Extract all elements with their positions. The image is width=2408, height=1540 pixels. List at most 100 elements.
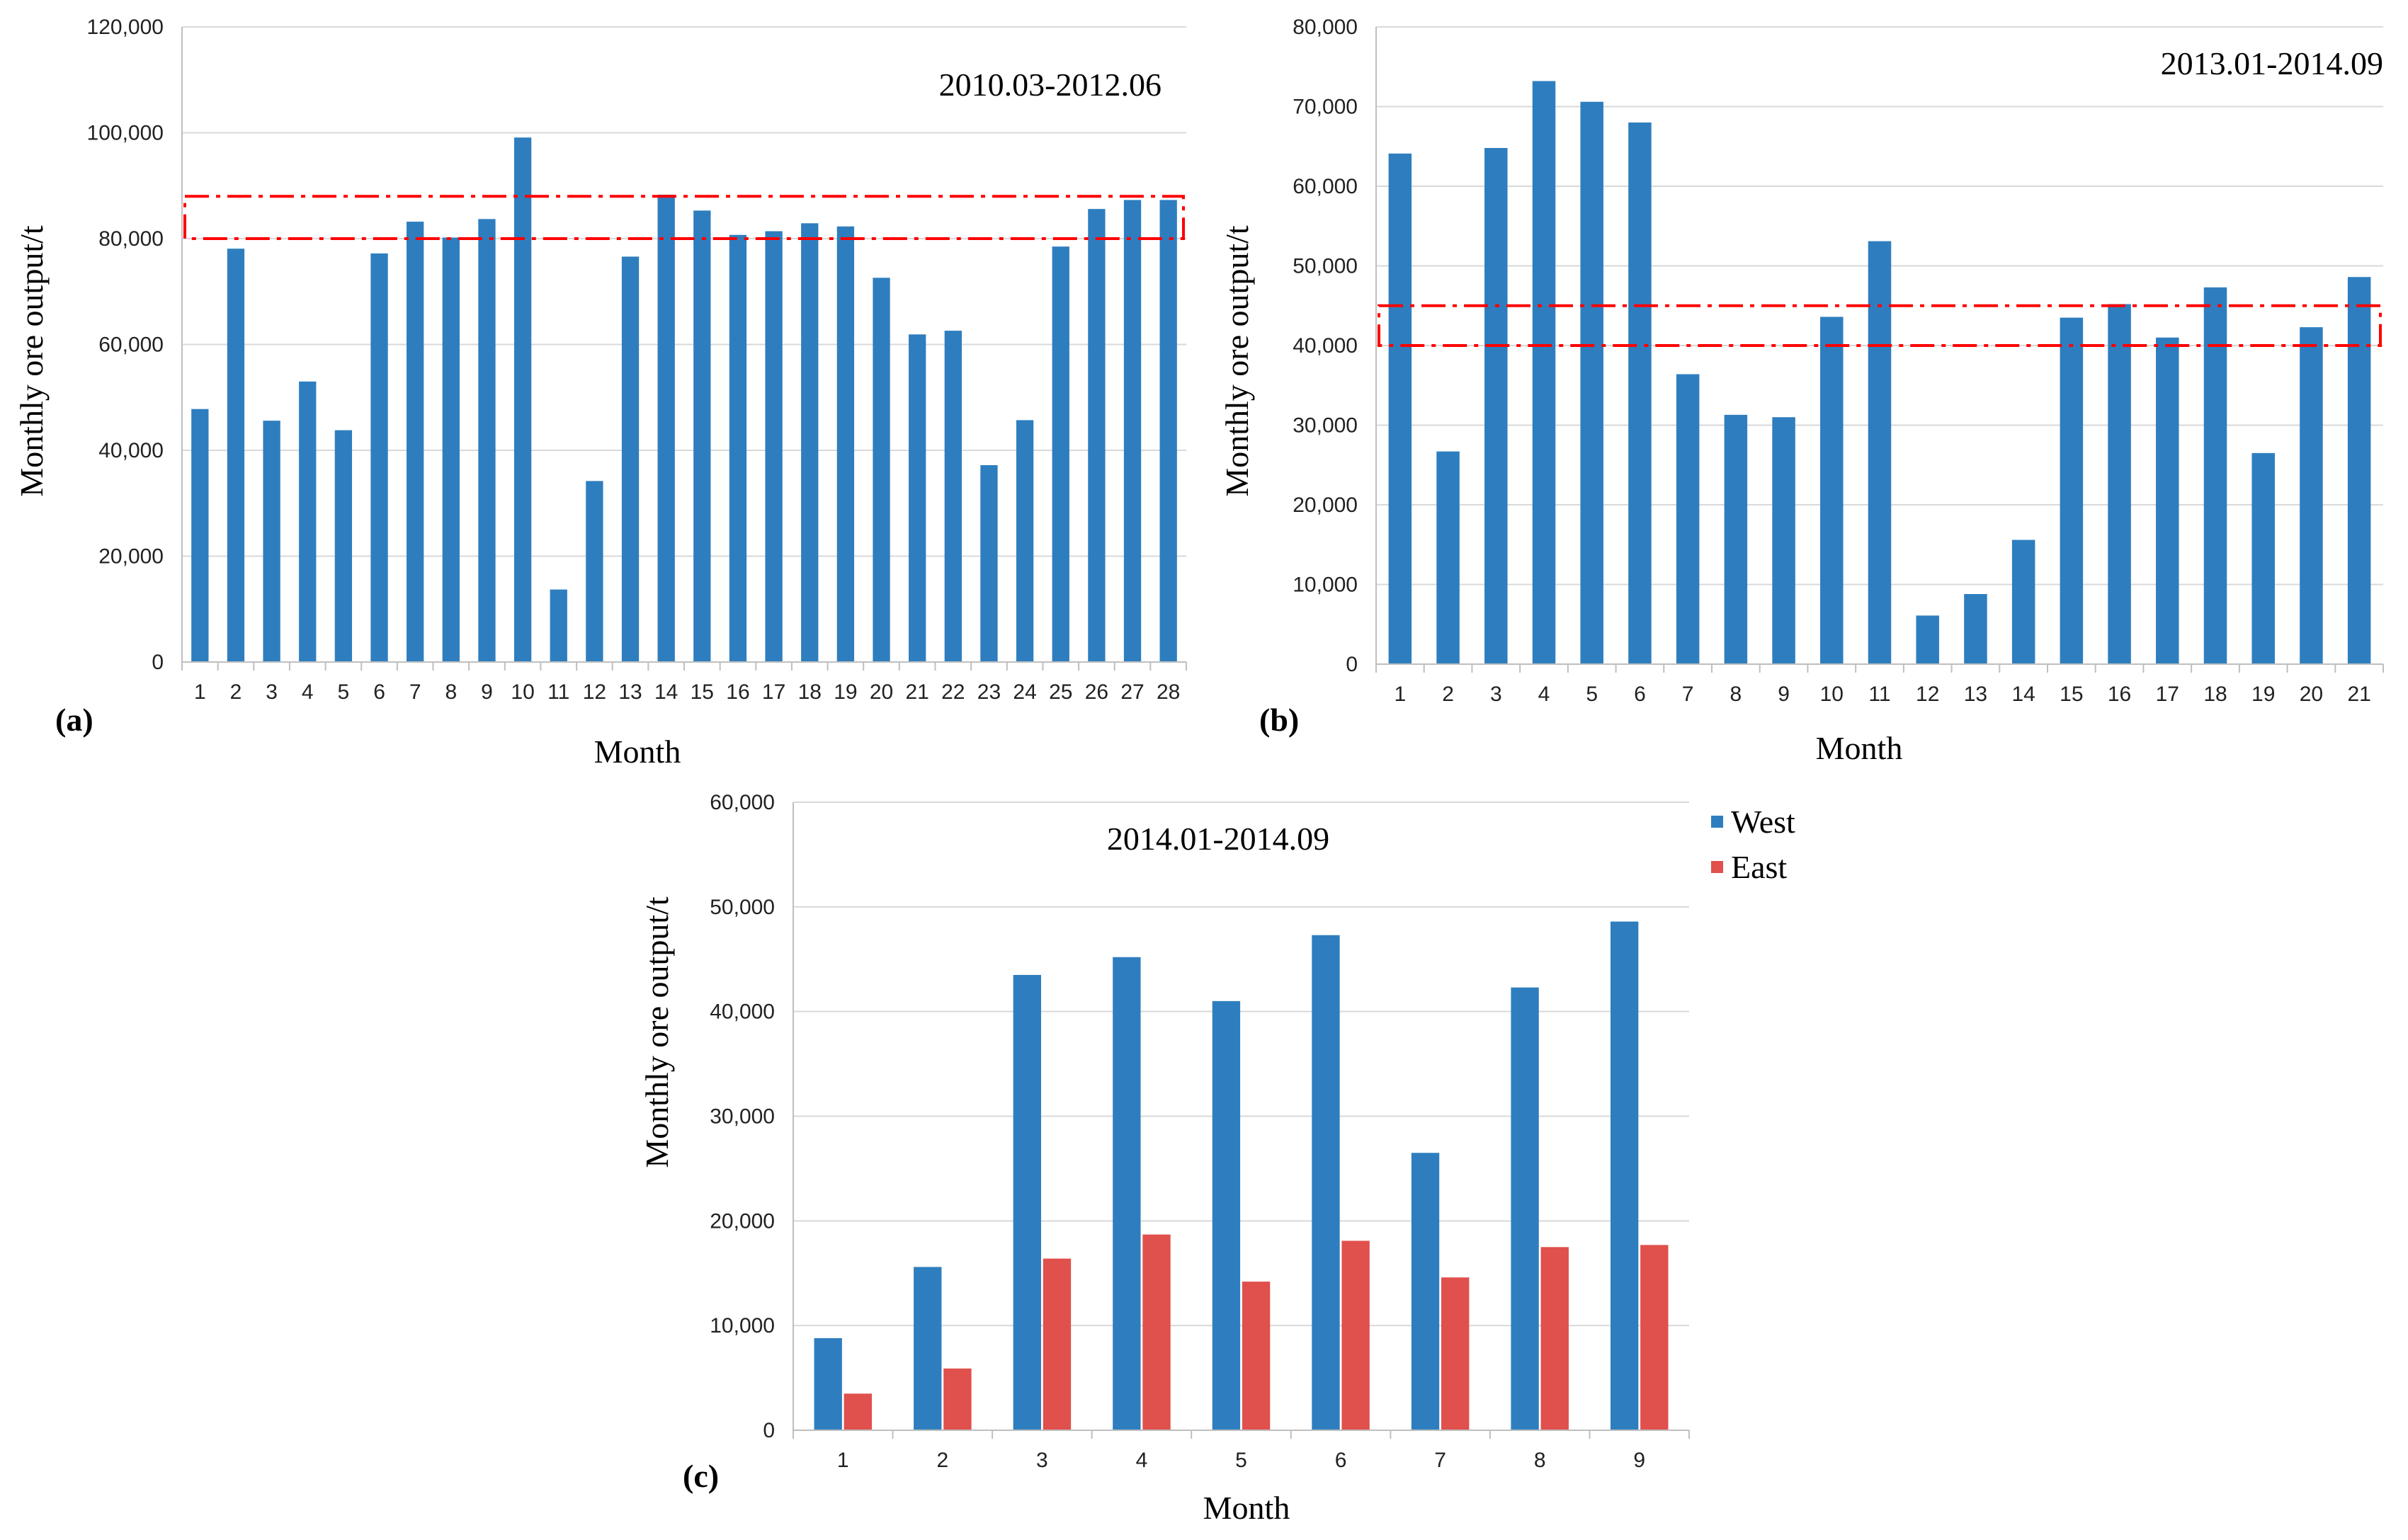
bar-c-east-5 — [1242, 1282, 1271, 1430]
x-tick-label-c-3: 4 — [1136, 1449, 1148, 1472]
y-tick-label-b-3: 30,000 — [1293, 414, 1358, 438]
bar-a-west-18 — [801, 223, 819, 662]
y-tick-label-c-4: 40,000 — [710, 1000, 775, 1024]
x-tick-label-b-18: 19 — [2251, 683, 2275, 706]
bar-a-west-7 — [407, 222, 424, 663]
bar-a-west-16 — [729, 234, 747, 663]
panel-label-a: (a) — [55, 702, 93, 738]
y-tick-label-a-1: 20,000 — [98, 545, 164, 569]
bar-c-west-4 — [1113, 957, 1141, 1430]
x-tick-label-c-6: 7 — [1434, 1449, 1446, 1472]
x-tick-label-b-15: 16 — [2108, 683, 2131, 706]
x-tick-label-b-7: 8 — [1730, 683, 1742, 706]
bar-a-west-12 — [586, 481, 603, 662]
bar-b-west-19 — [2251, 452, 2275, 664]
y-tick-label-c-0: 0 — [763, 1419, 775, 1442]
bars-b — [1388, 81, 2371, 664]
bar-a-west-28 — [1159, 200, 1177, 662]
x-tick-labels-c: 1 2 3 4 5 6 7 8 9 — [793, 1430, 1690, 1472]
x-tick-label-b-8: 9 — [1778, 683, 1790, 706]
bar-c-west-2 — [914, 1267, 942, 1430]
bar-b-west-13 — [1964, 594, 1987, 664]
x-tick-label-a-13: 14 — [654, 680, 678, 704]
highlight-band-a — [183, 195, 1185, 241]
bar-b-west-10 — [1820, 316, 1844, 664]
x-tick-label-a-9: 10 — [511, 680, 534, 704]
x-tick-label-c-8: 9 — [1633, 1449, 1645, 1472]
bars-a — [191, 137, 1177, 663]
bar-a-west-8 — [442, 237, 460, 662]
x-tick-label-b-10: 11 — [1868, 683, 1890, 706]
x-tick-label-b-5: 6 — [1634, 683, 1646, 706]
y-tick-label-c-5: 50,000 — [710, 896, 775, 919]
y-tick-label-c-6: 60,000 — [710, 791, 775, 814]
bar-a-west-1 — [191, 409, 209, 662]
bar-a-west-14 — [657, 194, 675, 662]
y-tick-label-a-6: 120,000 — [87, 16, 164, 39]
bar-b-west-14 — [2011, 540, 2035, 664]
legend-swatch-east — [1711, 861, 1723, 873]
gridlines-c — [793, 802, 1689, 1327]
bar-a-west-25 — [1052, 246, 1069, 662]
legend: West East — [1711, 804, 1795, 885]
panel-label-b: (b) — [1259, 702, 1299, 738]
x-tick-label-a-18: 19 — [834, 680, 857, 704]
x-tick-label-a-14: 15 — [691, 680, 714, 704]
y-axis-title-c: Monthly ore output/t — [639, 896, 675, 1168]
y-tick-label-b-6: 60,000 — [1293, 175, 1358, 198]
bar-c-west-5 — [1212, 1000, 1241, 1430]
bar-b-west-12 — [1916, 615, 1939, 664]
x-tick-label-a-27: 28 — [1157, 680, 1180, 704]
x-tick-label-a-20: 21 — [905, 680, 928, 704]
highlight-band-b — [1378, 304, 2382, 347]
bar-c-east-8 — [1540, 1247, 1569, 1430]
x-tick-label-a-22: 23 — [977, 680, 1001, 704]
y-tick-label-a-5: 100,000 — [87, 122, 164, 145]
bar-b-west-6 — [1628, 122, 1652, 664]
legend-label-east: East — [1731, 849, 1787, 885]
bar-b-west-5 — [1580, 101, 1603, 664]
x-tick-label-b-6: 7 — [1682, 683, 1694, 706]
bar-a-west-10 — [513, 137, 532, 663]
bar-a-west-24 — [1016, 420, 1034, 662]
x-tick-label-a-3: 4 — [302, 680, 314, 704]
y-tick-label-b-1: 10,000 — [1293, 574, 1358, 597]
chart-panel-c: 0 10,000 20,000 30,000 40,000 50,000 60,000 1 2… — [639, 791, 1795, 1526]
bar-c-east-1 — [844, 1393, 873, 1430]
legend-swatch-west — [1711, 816, 1723, 828]
x-tick-label-a-24: 25 — [1049, 680, 1072, 704]
bar-a-west-3 — [263, 421, 280, 662]
x-tick-label-c-5: 6 — [1335, 1449, 1347, 1472]
x-tick-label-b-4: 5 — [1586, 683, 1598, 706]
y-tick-label-b-0: 0 — [1346, 653, 1358, 676]
x-axis-title-a: Month — [594, 734, 681, 770]
bar-b-west-7 — [1676, 374, 1700, 664]
x-tick-label-a-1: 2 — [230, 680, 242, 704]
x-tick-label-b-1: 2 — [1442, 683, 1454, 706]
x-tick-label-b-0: 1 — [1395, 683, 1407, 706]
x-tick-label-a-0: 1 — [194, 680, 206, 704]
x-tick-label-a-12: 13 — [618, 680, 642, 704]
bar-a-west-15 — [693, 210, 711, 662]
bar-a-west-4 — [299, 381, 317, 662]
x-tick-label-b-20: 21 — [2347, 683, 2370, 706]
x-tick-label-c-1: 2 — [936, 1449, 948, 1472]
bar-a-west-20 — [873, 278, 890, 662]
bar-b-west-21 — [2347, 277, 2371, 664]
legend-label-west: West — [1731, 804, 1795, 840]
x-tick-label-b-16: 17 — [2156, 683, 2179, 706]
bar-c-east-7 — [1441, 1277, 1470, 1430]
x-tick-label-a-26: 27 — [1120, 680, 1144, 704]
bar-b-west-2 — [1436, 451, 1460, 664]
bar-a-west-11 — [550, 589, 567, 662]
bar-a-west-2 — [227, 249, 245, 662]
y-tick-label-b-4: 40,000 — [1293, 334, 1358, 358]
bar-a-west-9 — [478, 219, 496, 662]
gridlines-a — [182, 26, 1186, 557]
y-axis-title-b: Monthly ore output/t — [1219, 225, 1255, 497]
chart-title-c: 2014.01-2014.09 — [1107, 821, 1329, 857]
chart-panel-a: 020,00040,00060,00080,000100,000120,000 … — [13, 16, 1187, 770]
x-tick-label-c-2: 3 — [1036, 1449, 1048, 1472]
x-tick-label-a-23: 24 — [1013, 680, 1036, 704]
bar-b-west-8 — [1724, 414, 1748, 664]
